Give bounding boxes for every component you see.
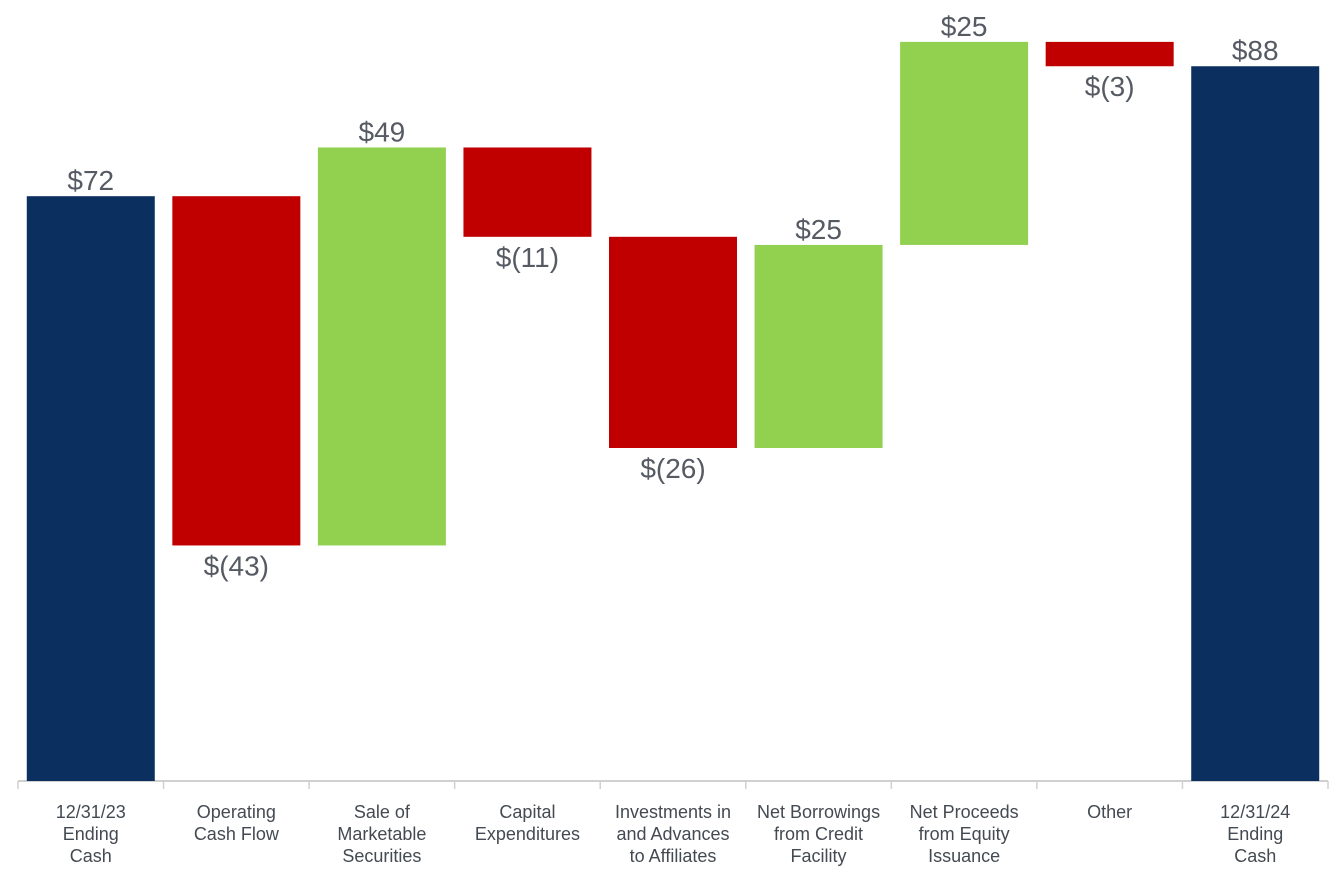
bar (26, 196, 155, 781)
value-label: $(3) (1085, 71, 1135, 102)
value-label: $72 (67, 165, 114, 196)
bar (609, 236, 737, 448)
x-tick-label: Other (1087, 802, 1133, 822)
x-tick-label: Investments in and Advances to Affiliate… (614, 802, 732, 866)
bar (900, 41, 1029, 245)
x-tick-label: Net Borrowings from Credit Facility (757, 802, 881, 866)
value-label: $(11) (496, 242, 559, 273)
value-label: $49 (359, 116, 406, 147)
x-tick-label: Operating Cash Flow (193, 802, 279, 844)
x-tick-label: Net Proceeds from Equity Issuance (909, 802, 1019, 866)
bar (317, 147, 446, 546)
value-label: $88 (1232, 35, 1279, 66)
bar (754, 244, 883, 448)
bar (1045, 41, 1174, 67)
value-label: $25 (941, 11, 988, 42)
value-label: $25 (795, 214, 842, 245)
bar (172, 196, 301, 546)
value-label: $(43) (204, 550, 269, 581)
value-label: $(26) (640, 453, 705, 484)
bar (1191, 66, 1320, 781)
x-tick-label: Capital Expenditures (474, 802, 580, 844)
x-tick-label: 12/31/24 Ending Cash (1220, 802, 1291, 866)
x-tick-label: Sale of Marketable Securities (337, 802, 427, 866)
bar (463, 147, 592, 237)
x-tick-label: 12/31/23 Ending Cash (55, 802, 126, 866)
